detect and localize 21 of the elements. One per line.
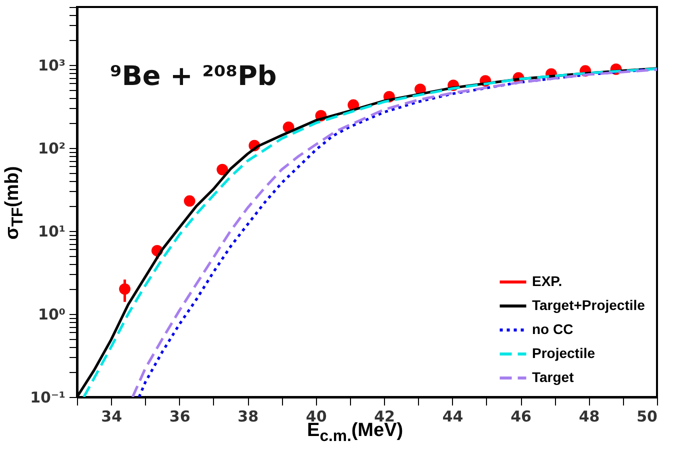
legend-label: no CC — [532, 321, 574, 337]
point — [119, 283, 130, 295]
legend-label: EXP. — [532, 273, 562, 289]
x-tick-label: 46 — [510, 408, 532, 426]
x-tick-label: 50 — [636, 408, 658, 426]
legend-label: Target — [532, 369, 574, 385]
legend-label: Projectile — [532, 345, 596, 361]
annotation: ⁹Be + ²⁰⁸Pb — [110, 61, 277, 92]
y-tick-label: 10¹ — [38, 222, 66, 241]
legend-label: Target+Projectile — [532, 297, 646, 313]
x-tick-label: 48 — [578, 408, 600, 426]
y-tick-label: 10⁰ — [38, 306, 66, 324]
x-tick-label: 44 — [442, 408, 464, 426]
y-tick-label: 10³ — [38, 56, 66, 75]
x-tick-label: 38 — [238, 408, 259, 426]
x-tick-label: 36 — [169, 408, 190, 426]
y-tick-label: 10² — [38, 140, 66, 158]
x-tick-label: 34 — [101, 408, 122, 426]
y-tick-label: 10⁻¹ — [30, 388, 66, 406]
point — [216, 164, 228, 176]
point — [184, 195, 196, 207]
